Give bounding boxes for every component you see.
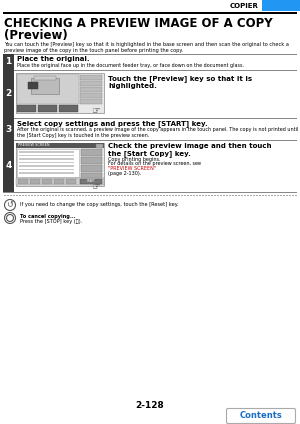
Text: 3: 3 [5,125,12,134]
Text: "PREVIEW SCREEN": "PREVIEW SCREEN" [108,166,156,171]
Text: Select copy settings and press the [START] key.: Select copy settings and press the [STAR… [17,120,208,128]
Bar [16,143,104,148]
Bar [66,179,76,184]
Bar [59,105,78,112]
Circle shape [4,212,16,223]
Bar [80,99,102,104]
Text: (Preview): (Preview) [4,29,68,42]
Bar [19,151,74,153]
Bar [3,140,14,192]
Bar [16,178,104,185]
Bar [80,179,102,184]
Text: 4: 4 [5,162,12,170]
Bar [80,87,102,92]
Text: For details on the preview screen, see: For details on the preview screen, see [108,162,202,167]
Bar [19,162,74,163]
Text: Check the preview image and then touch
the [Start Copy] key.: Check the preview image and then touch t… [108,143,272,157]
Bar [3,14,297,15]
Bar [54,179,64,184]
Bar [81,149,102,156]
Bar [19,168,74,170]
Text: START: START [87,179,95,184]
Text: 2: 2 [5,89,12,98]
Bar [81,165,102,172]
Bar [38,105,57,112]
Circle shape [7,215,14,221]
Bar [31,78,59,94]
Text: Press the [STOP] key (Ⓢ).: Press the [STOP] key (Ⓢ). [20,219,82,224]
Bar [16,73,104,113]
Text: ☞: ☞ [92,106,100,116]
Text: To cancel copying...: To cancel copying... [20,214,76,219]
Bar [3,12,297,14]
Bar [0,0,300,11]
Bar [19,154,74,156]
Bar [96,143,103,148]
Text: ☞: ☞ [92,182,100,192]
FancyBboxPatch shape [226,408,296,424]
Bar [42,179,52,184]
Bar [262,0,300,11]
Text: 1: 1 [5,58,12,67]
Bar [3,54,14,70]
Bar [80,81,102,86]
Text: You can touch the [Preview] key so that it is highlighted in the base screen and: You can touch the [Preview] key so that … [4,42,289,53]
Text: PREVIEW SCREEN: PREVIEW SCREEN [18,143,50,148]
Bar [34,76,56,80]
Text: COPIER: COPIER [230,3,259,8]
Bar [17,105,36,112]
Text: Place the original face up in the document feeder tray, or face down on the docu: Place the original face up in the docume… [17,62,244,67]
Text: ↺: ↺ [7,201,14,209]
Bar [3,54,297,55]
Text: After the original is scanned, a preview image of the copy appears in the touch : After the original is scanned, a preview… [17,127,298,138]
Bar [30,179,40,184]
Bar [81,173,102,180]
Text: Copy printing begins.: Copy printing begins. [108,157,160,162]
Bar [3,118,14,140]
Bar [81,157,102,164]
Bar [19,165,74,167]
Text: Touch the [Preview] key so that it is
highlighted.: Touch the [Preview] key so that it is hi… [108,75,252,89]
Bar [19,172,74,173]
Circle shape [4,200,16,210]
Bar [17,74,79,104]
Bar [80,75,102,80]
Bar [19,158,74,159]
Text: CHECKING A PREVIEW IMAGE OF A COPY: CHECKING A PREVIEW IMAGE OF A COPY [4,17,273,30]
Text: 2-128: 2-128 [136,401,164,410]
Bar [17,149,79,177]
Text: Place the original.: Place the original. [17,56,90,62]
Bar [3,70,14,118]
Bar [28,82,38,89]
Text: Contents: Contents [240,412,282,421]
Text: If you need to change the copy settings, touch the [Reset] key.: If you need to change the copy settings,… [20,202,178,207]
Bar [80,93,102,98]
Bar [18,179,28,184]
Bar [16,143,104,186]
Text: (page 2-130).: (page 2-130). [108,170,141,176]
